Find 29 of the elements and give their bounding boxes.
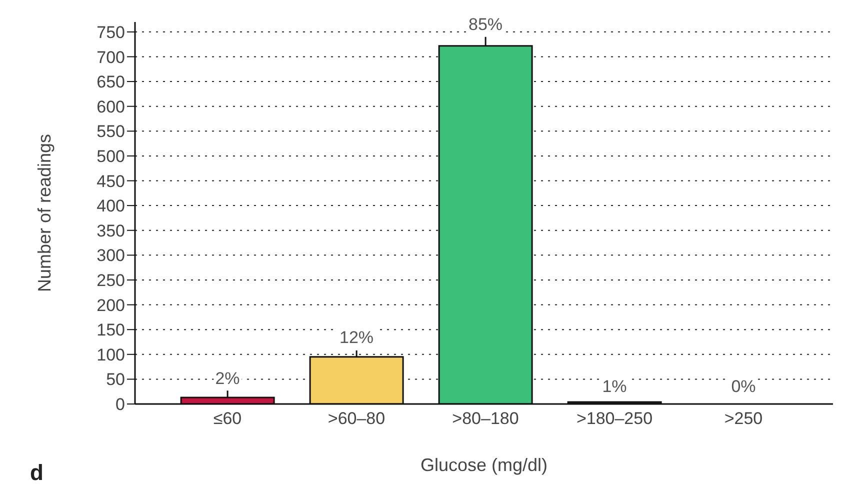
y-tick-label: 50 xyxy=(106,370,125,390)
y-tick-label: 350 xyxy=(96,221,125,240)
y-tick-label: 450 xyxy=(96,172,125,191)
annotation: 12% xyxy=(337,328,376,348)
y-tick-label: 200 xyxy=(96,296,125,315)
y-tick-label: 0 xyxy=(116,395,125,414)
y-tick-label: 150 xyxy=(96,320,125,340)
x-tick-label: >180–250 xyxy=(576,409,653,428)
x-tick-label: >80–180 xyxy=(452,409,519,428)
y-tick-label: 100 xyxy=(96,345,125,364)
annotation: 1% xyxy=(600,377,629,396)
x-tick-label: >60–80 xyxy=(328,409,386,428)
y-tick-label: 650 xyxy=(96,72,125,92)
y-tick-label: 550 xyxy=(96,122,125,142)
x-tick-label: ≤60 xyxy=(213,409,242,428)
y-axis-title: Number of readings xyxy=(34,134,56,292)
y-tick-label: 700 xyxy=(96,48,125,67)
annotation: 0% xyxy=(729,377,758,396)
x-axis-title: Glucose (mg/dl) xyxy=(419,455,549,476)
x-tick-label: >250 xyxy=(724,409,763,428)
annotation: 2% xyxy=(213,368,242,388)
y-tick-label: 750 xyxy=(96,22,125,42)
y-tick-label: 500 xyxy=(96,146,125,166)
y-tick-label: 600 xyxy=(96,97,125,116)
y-tick-label: 400 xyxy=(96,196,125,216)
y-tick-label: 300 xyxy=(96,246,125,266)
annotation: 85% xyxy=(466,14,505,34)
y-tick-label: 250 xyxy=(96,271,125,290)
text: d xyxy=(30,460,44,486)
